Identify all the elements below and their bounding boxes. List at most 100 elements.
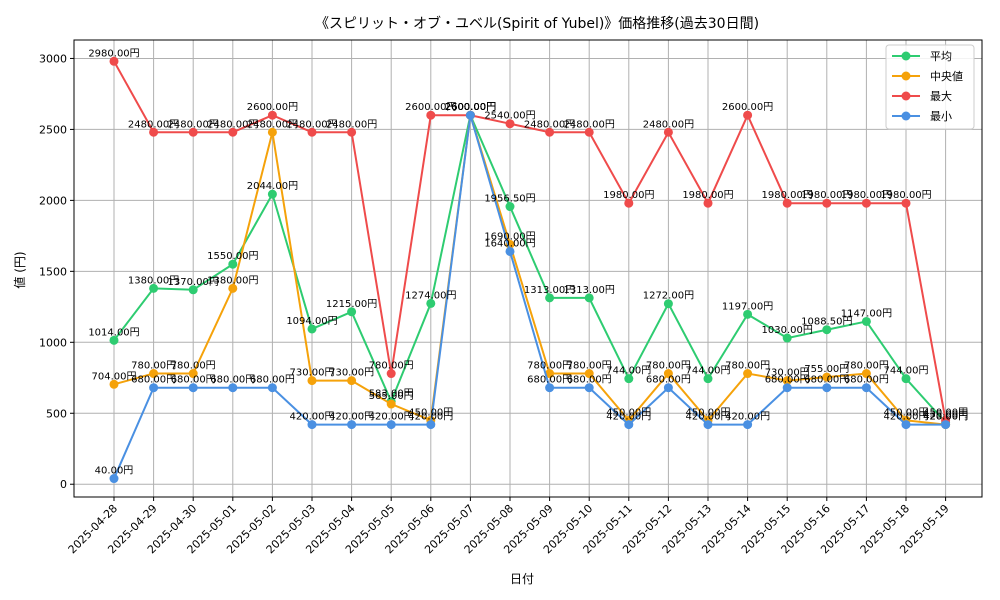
data-point: [743, 369, 753, 379]
series-line: [113, 114, 946, 479]
y-tick-label: 2000: [39, 194, 67, 207]
data-point: [861, 369, 871, 379]
data-label: 2600.00円: [247, 102, 298, 113]
data-label: 2600.00円: [405, 102, 456, 113]
data-label: 1030.00円: [762, 325, 813, 336]
y-axis-label: 値 (円): [12, 251, 27, 288]
data-label: 420.00円: [329, 412, 374, 423]
data-label: 2044.00円: [247, 181, 298, 192]
data-point: [545, 369, 555, 379]
data-point: [901, 420, 911, 430]
data-point: [505, 119, 515, 129]
data-point: [149, 383, 159, 393]
data-label: 1147.00円: [841, 308, 892, 319]
data-label: 744.00円: [884, 366, 929, 377]
data-label: 420.00円: [290, 412, 335, 423]
data-point: [584, 369, 594, 379]
data-label: 1272.00円: [643, 291, 694, 302]
data-point: [386, 369, 396, 379]
data-label: 420.00円: [369, 412, 414, 423]
data-point: [663, 383, 673, 393]
data-label: 2480.00円: [207, 119, 258, 130]
data-point: [584, 127, 594, 137]
data-point: [505, 246, 515, 256]
data-label: 2600.00円: [445, 102, 496, 113]
data-point: [347, 127, 357, 137]
data-label: 780.00円: [646, 361, 691, 372]
data-label: 744.00円: [606, 366, 651, 377]
data-label: 730.00円: [290, 368, 335, 379]
series-line: [113, 114, 946, 426]
y-tick-label: 0: [60, 478, 67, 491]
data-point: [347, 376, 357, 386]
data-point: [426, 298, 436, 308]
data-label: 1197.00円: [722, 301, 773, 312]
data-label: 420.00円: [923, 412, 968, 423]
data-point: [109, 56, 119, 66]
data-label: 780.00円: [131, 361, 176, 372]
data-label: 450.00円: [923, 407, 968, 418]
data-label: 1690.00円: [484, 231, 535, 242]
data-label: 450.00円: [686, 407, 731, 418]
legend-marker: [901, 111, 911, 121]
data-label: 2480.00円: [643, 119, 694, 130]
data-label: 420.00円: [408, 412, 453, 423]
data-label: 583.00円: [369, 388, 414, 399]
series-layer: [109, 56, 951, 484]
data-label: 680.00円: [804, 375, 849, 386]
data-point: [347, 307, 357, 317]
data-label: 1088.50円: [801, 317, 852, 328]
data-point: [188, 383, 198, 393]
data-point: [822, 372, 832, 382]
data-point: [386, 399, 396, 409]
data-point: [228, 127, 238, 137]
data-point: [188, 127, 198, 137]
data-label: 680.00円: [844, 375, 889, 386]
data-label: 1313.00円: [564, 285, 615, 296]
data-label: 780.00円: [567, 361, 612, 372]
data-point: [624, 374, 634, 384]
data-label: 1956.50円: [484, 194, 535, 205]
data-label: 780.00円: [527, 361, 572, 372]
data-label: 2600.00円: [445, 102, 496, 113]
data-label: 1640.00円: [484, 238, 535, 249]
data-label: 744.00円: [686, 366, 731, 377]
data-label: 680.00円: [646, 375, 691, 386]
data-point: [782, 376, 792, 386]
data-point: [822, 325, 832, 335]
data-label: 2480.00円: [326, 119, 377, 130]
data-point: [545, 293, 555, 303]
data-point: [149, 127, 159, 137]
data-point: [901, 198, 911, 208]
y-tick-label: 1000: [39, 336, 67, 349]
data-point: [109, 335, 119, 345]
data-point: [624, 420, 634, 430]
data-label: 2600.00円: [445, 102, 496, 113]
legend-box: [885, 44, 975, 130]
data-point: [109, 474, 119, 484]
data-label: 2540.00円: [484, 111, 535, 122]
series-line: [113, 60, 947, 421]
data-label: 420.00円: [923, 412, 968, 423]
data-point: [703, 198, 713, 208]
data-label: 1094.00円: [286, 316, 337, 327]
data-point: [703, 420, 713, 430]
data-point: [505, 202, 515, 212]
data-label: 40.00円: [95, 466, 134, 477]
data-label: 704.00円: [92, 371, 137, 382]
data-point: [624, 198, 634, 208]
data-point: [822, 383, 832, 393]
data-point: [545, 127, 555, 137]
data-point: [426, 420, 436, 430]
data-label: 730.00円: [765, 368, 810, 379]
data-point: [307, 324, 317, 334]
data-label: 1380.00円: [128, 275, 179, 286]
data-point: [109, 379, 119, 389]
data-label: 420.00円: [725, 412, 770, 423]
data-point: [307, 376, 317, 386]
legend-marker: [901, 51, 911, 61]
data-point: [307, 127, 317, 137]
data-point: [782, 198, 792, 208]
